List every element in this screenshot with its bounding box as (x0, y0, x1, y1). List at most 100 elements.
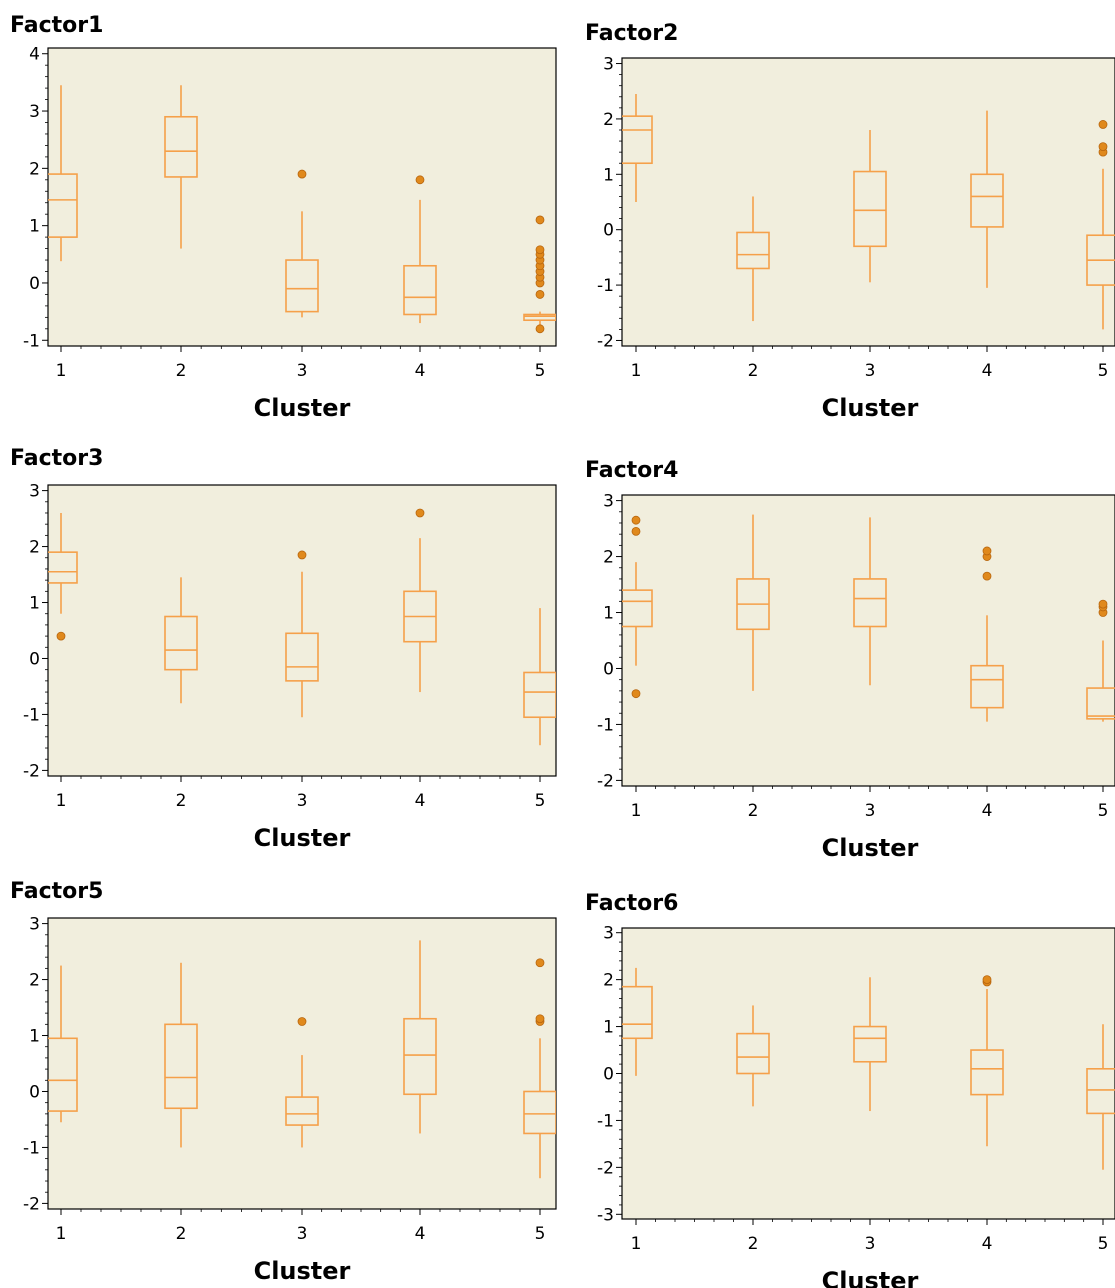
outlier-point (631, 515, 641, 525)
box-cluster-2 (164, 962, 198, 1148)
box-cluster-3 (285, 169, 319, 318)
y-tick-label: -1 (597, 715, 614, 735)
outlier-point (535, 290, 545, 299)
box (853, 578, 887, 628)
x-axis: 1 2 3 4 5 (631, 346, 1108, 381)
chart-title: Factor1 (10, 13, 103, 38)
box-cluster-2 (736, 514, 770, 691)
y-tick-label: -1 (23, 1138, 40, 1158)
plot-area (621, 927, 1115, 1220)
box-cluster-2 (736, 1005, 770, 1107)
box (622, 115, 653, 165)
box-cluster-3 (853, 130, 887, 283)
plot-area (621, 494, 1115, 787)
outlier-point (415, 175, 425, 185)
outlier-point (631, 689, 641, 699)
y-axis: -2 -1 0 1 2 3 (597, 55, 622, 351)
box (523, 1090, 556, 1135)
x-tick-label: 2 (748, 801, 759, 821)
x-tick-label: 2 (176, 1224, 187, 1244)
x-tick-label: 3 (865, 801, 876, 821)
y-tick-label: 0 (603, 659, 614, 679)
x-tick-label: 4 (982, 1234, 993, 1254)
box-cluster-1 (48, 965, 78, 1123)
box-cluster-1 (622, 967, 653, 1076)
x-tick-label: 2 (748, 1234, 759, 1254)
y-tick-label: -3 (597, 1205, 614, 1225)
chart-title: Factor5 (10, 879, 103, 904)
box (970, 173, 1004, 228)
box-cluster-1 (48, 85, 78, 262)
x-tick-label: 1 (631, 361, 642, 381)
plot-area (621, 57, 1115, 347)
outlier-point (535, 215, 545, 225)
x-tick-label: 1 (56, 361, 67, 381)
x-axis: 1 2 3 4 5 (56, 1209, 546, 1244)
x-tick-label: 2 (176, 361, 187, 381)
x-tick-label: 4 (982, 361, 993, 381)
x-axis-label: Cluster (254, 824, 351, 852)
box (970, 1049, 1004, 1096)
chart-title: Factor2 (585, 21, 678, 46)
x-tick-label: 1 (631, 801, 642, 821)
box-cluster-5 (1086, 599, 1115, 722)
x-tick-label: 1 (56, 791, 67, 811)
chart-panel-3: Factor3 -2 -1 0 1 2 3 1 2 3 4 5 Cluster (10, 446, 557, 852)
y-tick-label: 2 (29, 159, 40, 179)
outlier-point (982, 571, 992, 581)
y-axis: -2 -1 0 1 2 3 (23, 482, 48, 781)
y-tick-label: 2 (603, 110, 614, 130)
x-tick-label: 3 (297, 791, 308, 811)
x-tick-label: 2 (176, 791, 187, 811)
box (853, 170, 887, 248)
box (970, 664, 1004, 709)
box (285, 259, 319, 313)
box-cluster-4 (970, 546, 1004, 722)
chart-title: Factor6 (585, 891, 678, 916)
box-cluster-3 (853, 977, 887, 1112)
box-cluster-5 (523, 958, 556, 1179)
box-series (622, 94, 1115, 330)
x-tick-label: 3 (297, 1224, 308, 1244)
box-cluster-4 (403, 508, 437, 693)
y-tick-label: 2 (603, 971, 614, 991)
outlier-point (297, 550, 307, 560)
y-tick-label: 0 (603, 221, 614, 241)
box (48, 1037, 78, 1112)
outlier-point (297, 169, 307, 179)
y-tick-label: 1 (29, 217, 40, 237)
y-axis: -2 -1 0 1 2 3 (23, 915, 48, 1214)
x-tick-label: 5 (1098, 801, 1109, 821)
outlier-point (297, 1017, 307, 1026)
box-cluster-4 (403, 175, 437, 324)
x-axis-label: Cluster (822, 834, 919, 862)
box (48, 173, 78, 238)
x-tick-label: 1 (56, 1224, 67, 1244)
box (622, 589, 653, 628)
box (853, 1025, 887, 1063)
x-tick-label: 4 (415, 1224, 426, 1244)
box (48, 551, 78, 584)
y-tick-label: -1 (23, 705, 40, 725)
y-tick-label: 2 (29, 538, 40, 558)
y-axis: -3 -2 -1 0 1 2 3 (597, 924, 622, 1225)
box-cluster-1 (622, 515, 653, 699)
x-tick-label: 5 (535, 1224, 546, 1244)
box-cluster-3 (285, 550, 319, 718)
x-axis: 1 2 3 4 5 (631, 786, 1109, 821)
y-tick-label: 0 (603, 1065, 614, 1085)
y-tick-label: 1 (603, 604, 614, 624)
x-tick-label: 5 (1098, 1234, 1109, 1254)
chart-panel-4: Factor4 -2 -1 0 1 2 3 1 2 3 4 5 Cluster (585, 458, 1115, 862)
box (736, 231, 770, 270)
y-tick-label: -1 (597, 276, 614, 296)
x-tick-label: 4 (415, 361, 426, 381)
outlier-point (982, 975, 992, 985)
chart-panel-2: Factor2 -2 -1 0 1 2 3 1 2 3 4 5 Cluster (585, 21, 1115, 422)
y-tick-label: -2 (597, 1158, 614, 1178)
outlier-point (535, 1014, 545, 1024)
y-tick-label: 0 (29, 649, 40, 669)
box-cluster-3 (285, 1017, 319, 1148)
y-tick-label: 1 (29, 594, 40, 614)
